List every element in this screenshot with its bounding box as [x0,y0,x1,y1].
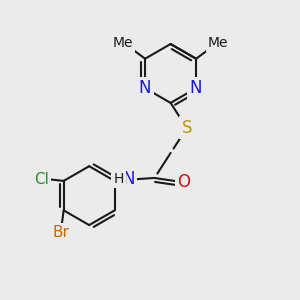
Text: Cl: Cl [34,172,49,187]
Text: Br: Br [52,225,69,240]
Text: O: O [177,173,190,191]
Text: H: H [113,172,124,186]
Text: N: N [122,170,135,188]
Text: N: N [139,79,152,97]
Text: N: N [190,79,203,97]
Text: Me: Me [208,35,228,50]
Text: S: S [182,119,192,137]
Text: Me: Me [113,35,133,50]
